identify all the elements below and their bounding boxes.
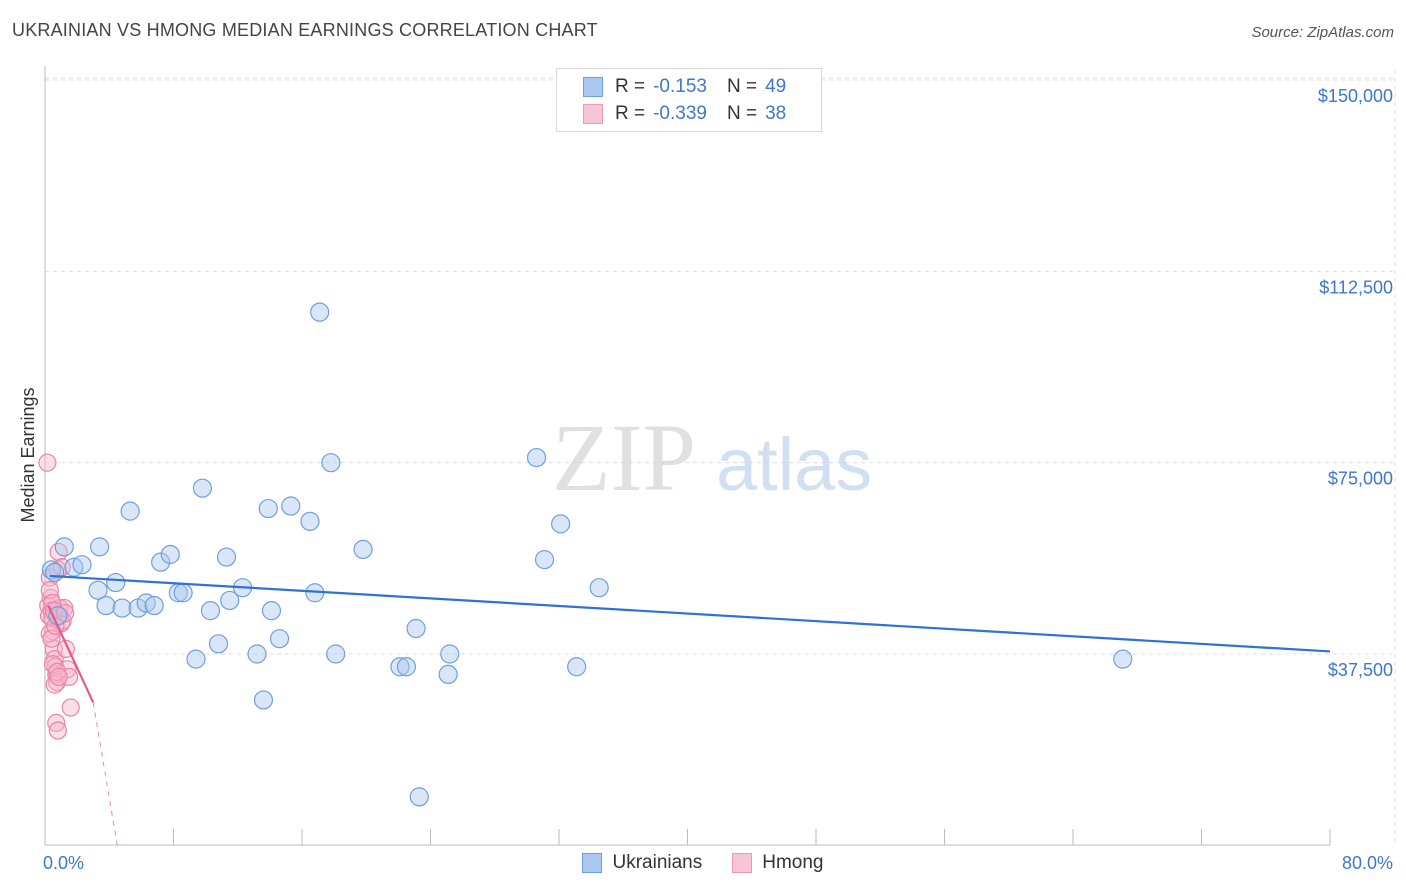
ukrainian-point <box>534 550 555 570</box>
hmong-point <box>61 698 80 717</box>
series-label-hmong: Hmong <box>762 852 824 873</box>
series-swatch-blue <box>582 853 603 873</box>
legend-r-value: -0.153 <box>653 76 707 97</box>
ukrainian-point <box>48 606 68 626</box>
watermark-atlas: atlas <box>716 423 872 506</box>
hmong-point <box>49 667 68 687</box>
legend-r-label: R = <box>615 103 646 124</box>
ukrainian-point <box>88 580 108 600</box>
trend-lines <box>47 574 1331 846</box>
source-label: Source: ZipAtlas.com <box>1251 24 1394 41</box>
y-tick-label: $75,000 <box>1328 469 1393 489</box>
y-axis-label: Median Earnings <box>18 387 38 522</box>
ukrainian-trend-line <box>49 574 1331 653</box>
ukrainian-point <box>106 572 126 593</box>
ukrainian-point <box>551 514 571 534</box>
legend-n-value: 49 <box>765 76 787 97</box>
legend-r-value: -0.339 <box>653 103 707 124</box>
ukrainian-point <box>200 601 221 621</box>
ukrainian-point <box>72 555 92 575</box>
ukrainian-point <box>1113 649 1133 669</box>
legend-n-label: N = <box>726 76 758 97</box>
ukrainian-point <box>112 598 132 618</box>
x-tick-label: 0.0% <box>43 853 84 873</box>
legend-n-label: N = <box>726 103 758 124</box>
ukrainian-point <box>173 583 193 603</box>
hmong-point <box>59 667 79 687</box>
series-swatch-pink <box>732 853 753 873</box>
ukrainian-points <box>41 302 1133 807</box>
ukrainian-point <box>396 657 417 677</box>
ukrainian-point <box>440 644 460 664</box>
ukrainian-point <box>208 634 229 654</box>
series-legend-ukrainians[interactable]: Ukrainians <box>582 852 702 874</box>
chart-title: UKRAINIAN VS HMONG MEDIAN EARNINGS CORRE… <box>12 20 598 40</box>
x-tick-label: 80.0% <box>1342 853 1393 873</box>
ukrainian-point <box>186 649 206 669</box>
ukrainian-point <box>261 601 282 621</box>
ukrainian-point <box>269 629 290 649</box>
ukrainian-point <box>41 560 62 580</box>
ukrainian-point <box>326 644 346 664</box>
watermark-zip: ZIP <box>552 404 696 511</box>
y-tick-label: $37,500 <box>1328 660 1393 680</box>
ukrainian-point <box>90 537 110 557</box>
ukrainian-point <box>253 690 274 710</box>
legend-row-ukrainians: R = -0.153 N = 49 <box>583 75 786 99</box>
correlation-legend: R = -0.153 N = 49 R = -0.339 N = 38 <box>556 68 822 132</box>
ukrainian-point <box>300 511 320 531</box>
ukrainian-point <box>151 552 171 572</box>
ukrainian-point <box>54 537 74 557</box>
series-legend-hmong[interactable]: Hmong <box>732 852 824 874</box>
legend-swatch-blue <box>583 77 603 97</box>
ukrainian-point <box>120 501 140 521</box>
axis-layer: $37,500 $75,000 $112,500 $150,000 0.0% 80.0% <box>43 66 1393 873</box>
ukrainian-point <box>406 618 426 639</box>
series-legend: Ukrainians Hmong <box>0 852 1406 874</box>
ukrainian-point <box>216 547 237 567</box>
ukrainian-point <box>96 595 116 616</box>
ukrainian-point <box>409 787 429 807</box>
ukrainian-point <box>321 453 341 473</box>
ukrainian-point <box>567 657 587 677</box>
ukrainian-point <box>144 595 164 616</box>
ukrainian-point <box>192 478 213 498</box>
ukrainian-point <box>438 664 458 685</box>
y-tick-label: $112,500 <box>1319 277 1393 297</box>
hmong-point <box>38 453 57 472</box>
ukrainian-point <box>526 447 547 468</box>
legend-row-hmong: R = -0.339 N = 38 <box>583 102 786 126</box>
ukrainian-point <box>45 562 65 582</box>
legend-swatch-pink <box>583 104 603 124</box>
ukrainian-point <box>220 590 240 611</box>
hmong-point <box>55 598 74 618</box>
ukrainian-point <box>353 539 373 560</box>
ukrainian-point <box>589 578 609 598</box>
y-tick-label: $150,000 <box>1318 86 1393 106</box>
hmong-trend-extension <box>92 702 118 846</box>
legend-n-value: 38 <box>765 103 787 124</box>
ukrainian-point <box>258 498 278 519</box>
watermark: ZIP atlas <box>552 404 872 511</box>
hmong-trend-line <box>47 605 95 703</box>
ukrainian-point <box>310 302 330 322</box>
legend-r-label: R = <box>615 76 646 97</box>
hmong-point <box>47 713 66 732</box>
ukrainian-point <box>390 657 410 677</box>
series-label-ukrainians: Ukrainians <box>612 852 703 873</box>
ukrainian-point <box>247 644 267 664</box>
ukrainian-point <box>281 496 301 516</box>
hmong-point <box>48 721 67 740</box>
ukrainian-point <box>160 544 180 565</box>
